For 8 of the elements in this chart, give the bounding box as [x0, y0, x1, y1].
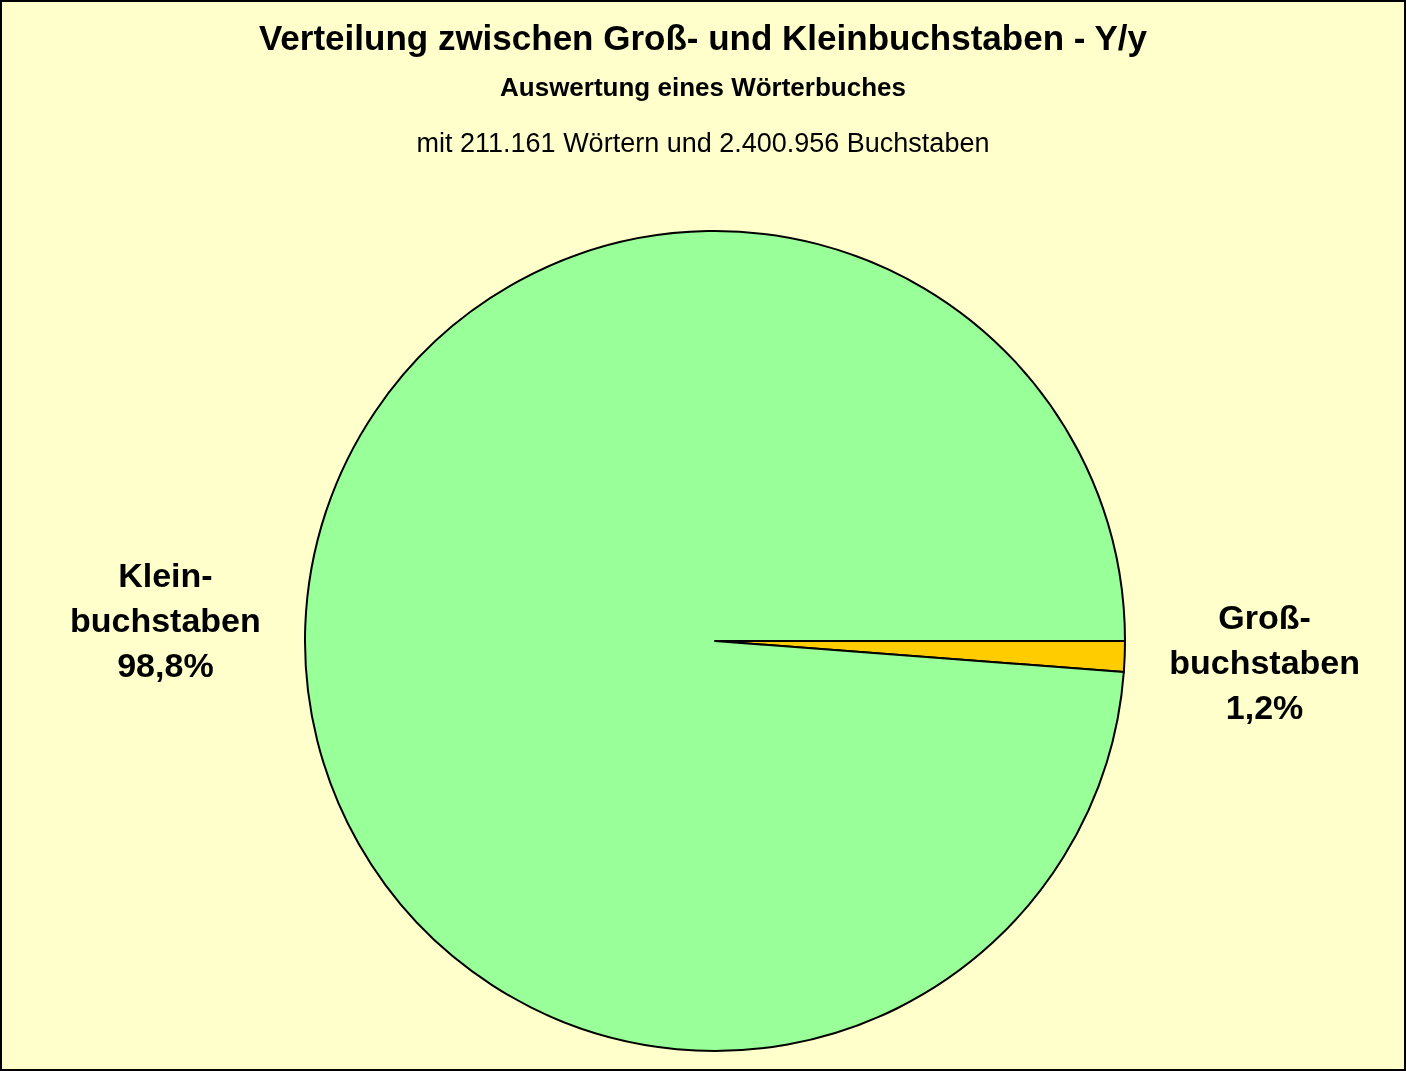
slice-label: Groß- buchstaben [1169, 597, 1361, 681]
chart-subtitle: Auswertung eines Wörterbuches [500, 72, 906, 102]
slice-label: Klein- buchstaben [69, 556, 261, 640]
pie-slice [304, 230, 1126, 1052]
text: mit 211.161 Wörtern und 2.400.956 Buchstaben [416, 128, 990, 158]
data-label: 1,2% [1225, 687, 1304, 726]
chart-title: Verteilung zwischen Groß- und Kleinbuchstaben - Y/y [258, 18, 1148, 57]
data-label: 98,8% [117, 646, 214, 685]
